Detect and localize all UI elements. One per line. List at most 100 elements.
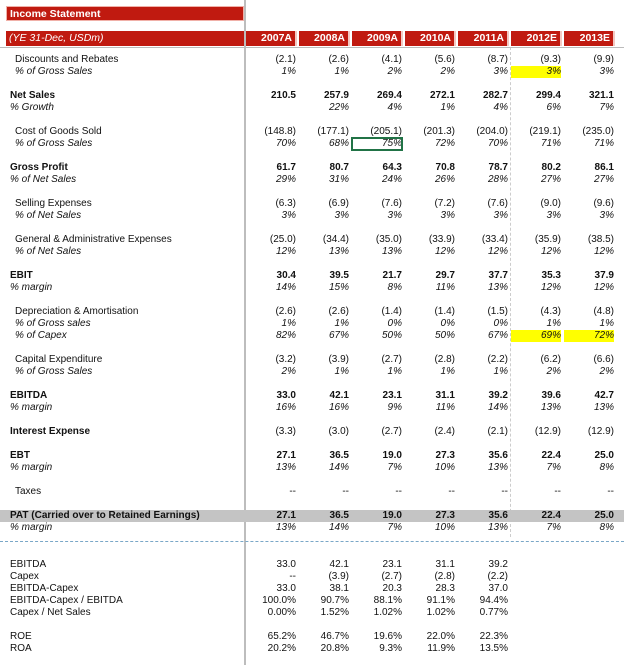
cell[interactable]: 80.7 bbox=[329, 162, 349, 173]
cell[interactable]: -- bbox=[289, 486, 296, 497]
cell[interactable]: 35.6 bbox=[488, 450, 508, 461]
cell[interactable]: 13% bbox=[381, 246, 402, 257]
cell[interactable]: 13% bbox=[487, 462, 508, 473]
cell[interactable]: 1% bbox=[281, 66, 296, 77]
cell[interactable]: 27.1 bbox=[276, 510, 296, 521]
cell[interactable]: 3% bbox=[387, 210, 402, 221]
section-title[interactable]: Income Statement bbox=[6, 6, 244, 21]
cell[interactable]: 33.0 bbox=[276, 559, 296, 570]
cell[interactable]: 4% bbox=[387, 102, 402, 113]
cell[interactable]: 14% bbox=[328, 462, 349, 473]
cell[interactable]: 24% bbox=[381, 174, 402, 185]
cell[interactable]: 3% bbox=[546, 210, 561, 221]
cell[interactable]: 13.5% bbox=[479, 643, 508, 654]
cell[interactable]: 72% bbox=[564, 330, 614, 342]
cell[interactable]: 31% bbox=[328, 174, 349, 185]
row-label[interactable]: Depreciation & Amortisation bbox=[15, 306, 139, 317]
cell[interactable]: 10% bbox=[434, 462, 455, 473]
row-label[interactable]: EBITDA bbox=[10, 390, 48, 401]
row-label[interactable]: Capex / Net Sales bbox=[10, 607, 91, 618]
cell[interactable]: 25.0 bbox=[594, 510, 614, 521]
cell[interactable]: (6.2) bbox=[540, 354, 561, 365]
row-label[interactable]: % of Gross Sales bbox=[15, 138, 93, 149]
cell[interactable]: (2.1) bbox=[275, 54, 296, 65]
cell[interactable]: 28.3 bbox=[435, 583, 455, 594]
cell[interactable]: (7.6) bbox=[381, 198, 402, 209]
cell[interactable]: 13% bbox=[275, 462, 296, 473]
cell[interactable]: 3% bbox=[599, 210, 614, 221]
cell[interactable]: 7% bbox=[599, 102, 614, 113]
cell[interactable]: 37.9 bbox=[594, 270, 614, 281]
cell[interactable]: 12% bbox=[593, 246, 614, 257]
cell[interactable]: -- bbox=[607, 486, 614, 497]
cell[interactable]: 70% bbox=[487, 138, 508, 149]
cell[interactable]: (201.3) bbox=[423, 126, 455, 137]
cell[interactable]: 68% bbox=[328, 138, 349, 149]
cell[interactable]: 23.1 bbox=[382, 559, 402, 570]
cell[interactable]: 39.2 bbox=[488, 559, 508, 570]
row-label[interactable]: % margin bbox=[10, 522, 53, 533]
cell[interactable]: 25.0 bbox=[594, 450, 614, 461]
cell[interactable]: (8.7) bbox=[487, 54, 508, 65]
cell[interactable]: 299.4 bbox=[535, 90, 561, 101]
cell[interactable]: 36.5 bbox=[329, 450, 349, 461]
cell[interactable]: (204.0) bbox=[476, 126, 508, 137]
row-label[interactable]: EBIT bbox=[10, 270, 33, 281]
row-label[interactable]: ROA bbox=[10, 643, 32, 654]
cell[interactable]: 27% bbox=[593, 174, 614, 185]
row-label[interactable]: % of Gross Sales bbox=[15, 366, 93, 377]
cell[interactable]: 12% bbox=[434, 246, 455, 257]
cell[interactable]: (38.5) bbox=[587, 234, 614, 245]
cell[interactable]: 11% bbox=[435, 282, 455, 293]
cell[interactable]: 1% bbox=[493, 366, 508, 377]
cell[interactable]: 39.2 bbox=[488, 390, 508, 401]
cell[interactable]: 1.52% bbox=[320, 607, 349, 618]
row-label[interactable]: % margin bbox=[10, 282, 53, 293]
cell[interactable]: 3% bbox=[334, 210, 349, 221]
cell[interactable]: (2.6) bbox=[275, 306, 296, 317]
cell[interactable]: 12% bbox=[540, 282, 561, 293]
cell[interactable]: (4.1) bbox=[381, 54, 402, 65]
cell[interactable]: (6.3) bbox=[275, 198, 296, 209]
cell[interactable]: 65.2% bbox=[267, 631, 296, 642]
cell[interactable]: 82% bbox=[275, 330, 296, 341]
cell[interactable]: 22.3% bbox=[479, 631, 508, 642]
cell[interactable]: (3.9) bbox=[328, 354, 349, 365]
cell[interactable]: (2.8) bbox=[434, 354, 455, 365]
cell[interactable]: 72% bbox=[434, 138, 455, 149]
cell[interactable]: 39.5 bbox=[329, 270, 349, 281]
cell[interactable]: 8% bbox=[599, 462, 614, 473]
cell[interactable]: 8% bbox=[387, 282, 402, 293]
cell[interactable]: 19.6% bbox=[373, 631, 402, 642]
cell[interactable]: (3.2) bbox=[275, 354, 296, 365]
cell[interactable]: (9.6) bbox=[593, 198, 614, 209]
cell[interactable]: 3% bbox=[599, 66, 614, 77]
cell[interactable]: 30.4 bbox=[276, 270, 296, 281]
cell[interactable]: 13% bbox=[275, 522, 296, 533]
cell[interactable]: 3% bbox=[281, 210, 296, 221]
row-label[interactable]: Cost of Goods Sold bbox=[15, 126, 102, 137]
cell[interactable]: -- bbox=[289, 571, 296, 582]
header-year-2013E[interactable]: 2013E bbox=[564, 31, 615, 46]
header-year-2012E[interactable]: 2012E bbox=[511, 31, 562, 46]
cell[interactable]: 282.7 bbox=[482, 90, 508, 101]
cell[interactable]: (3.3) bbox=[275, 426, 296, 437]
row-label[interactable]: % of Net Sales bbox=[15, 210, 82, 221]
header-year-2009A[interactable]: 2009A bbox=[352, 31, 403, 46]
cell[interactable]: -- bbox=[554, 486, 561, 497]
cell[interactable]: (219.1) bbox=[529, 126, 561, 137]
cell[interactable]: 50% bbox=[381, 330, 402, 341]
cell[interactable]: -- bbox=[501, 486, 508, 497]
cell[interactable]: 1% bbox=[440, 102, 455, 113]
cell[interactable]: 38.1 bbox=[329, 583, 349, 594]
cell[interactable]: 0.77% bbox=[479, 607, 508, 618]
cell[interactable]: 9.3% bbox=[379, 643, 402, 654]
cell[interactable]: 22% bbox=[328, 102, 349, 113]
cell[interactable]: 2% bbox=[281, 366, 296, 377]
cell[interactable]: 7% bbox=[387, 522, 402, 533]
cell[interactable]: 67% bbox=[328, 330, 349, 341]
cell[interactable]: 1.02% bbox=[426, 607, 455, 618]
cell[interactable]: 13% bbox=[487, 522, 508, 533]
cell[interactable]: 14% bbox=[275, 282, 296, 293]
cell[interactable]: 272.1 bbox=[429, 90, 455, 101]
